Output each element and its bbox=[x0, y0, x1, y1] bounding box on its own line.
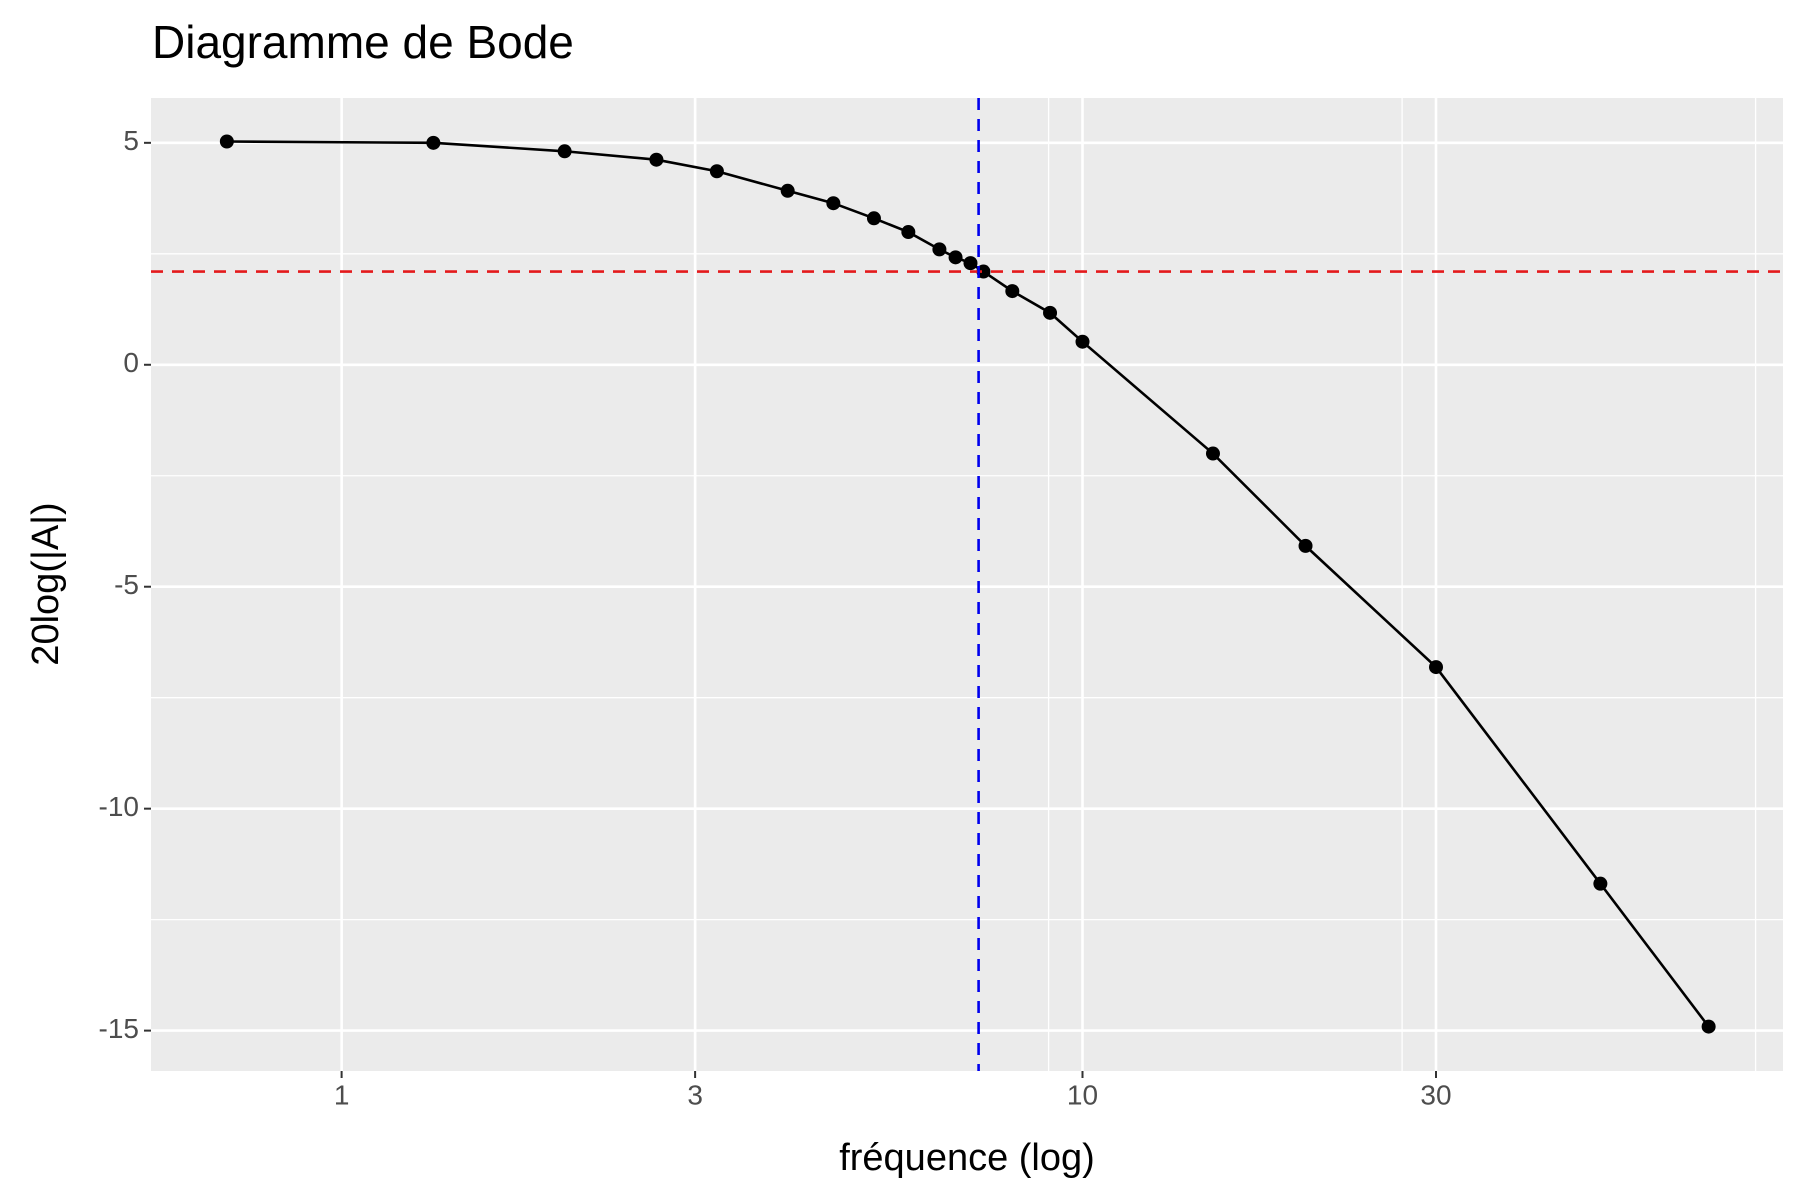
data-point bbox=[932, 242, 947, 257]
data-point bbox=[1005, 284, 1020, 299]
data-point bbox=[1593, 876, 1608, 891]
y-tick-label: 0 bbox=[123, 347, 139, 378]
x-tick-label: 1 bbox=[334, 1079, 350, 1110]
x-tick-label: 10 bbox=[1067, 1079, 1098, 1110]
data-point bbox=[1701, 1019, 1716, 1034]
data-point bbox=[649, 152, 664, 167]
x-axis-title: fréquence (log) bbox=[839, 1137, 1095, 1179]
data-point bbox=[866, 211, 881, 226]
data-point bbox=[219, 134, 234, 149]
y-tick-label: 5 bbox=[123, 125, 139, 156]
y-axis-title: 20log(|A|) bbox=[25, 502, 67, 665]
data-point bbox=[1205, 446, 1220, 461]
data-point bbox=[976, 264, 991, 279]
data-point bbox=[901, 225, 916, 240]
data-point bbox=[1075, 334, 1090, 349]
data-point bbox=[1298, 538, 1313, 553]
y-tick-label: -5 bbox=[114, 569, 139, 600]
data-point bbox=[963, 256, 978, 271]
data-point bbox=[948, 250, 963, 265]
x-tick-label: 30 bbox=[1420, 1079, 1451, 1110]
data-point bbox=[826, 196, 841, 211]
plot-background bbox=[151, 98, 1783, 1071]
data-point bbox=[1429, 660, 1444, 675]
data-point bbox=[709, 164, 724, 179]
data-point bbox=[780, 183, 795, 198]
data-point bbox=[426, 135, 441, 150]
y-tick-label: -10 bbox=[99, 791, 139, 822]
data-point bbox=[1043, 305, 1058, 320]
x-tick-label: 3 bbox=[687, 1079, 703, 1110]
data-point bbox=[557, 144, 572, 159]
chart-title: Diagramme de Bode bbox=[152, 16, 574, 68]
y-tick-label: -15 bbox=[99, 1013, 139, 1044]
